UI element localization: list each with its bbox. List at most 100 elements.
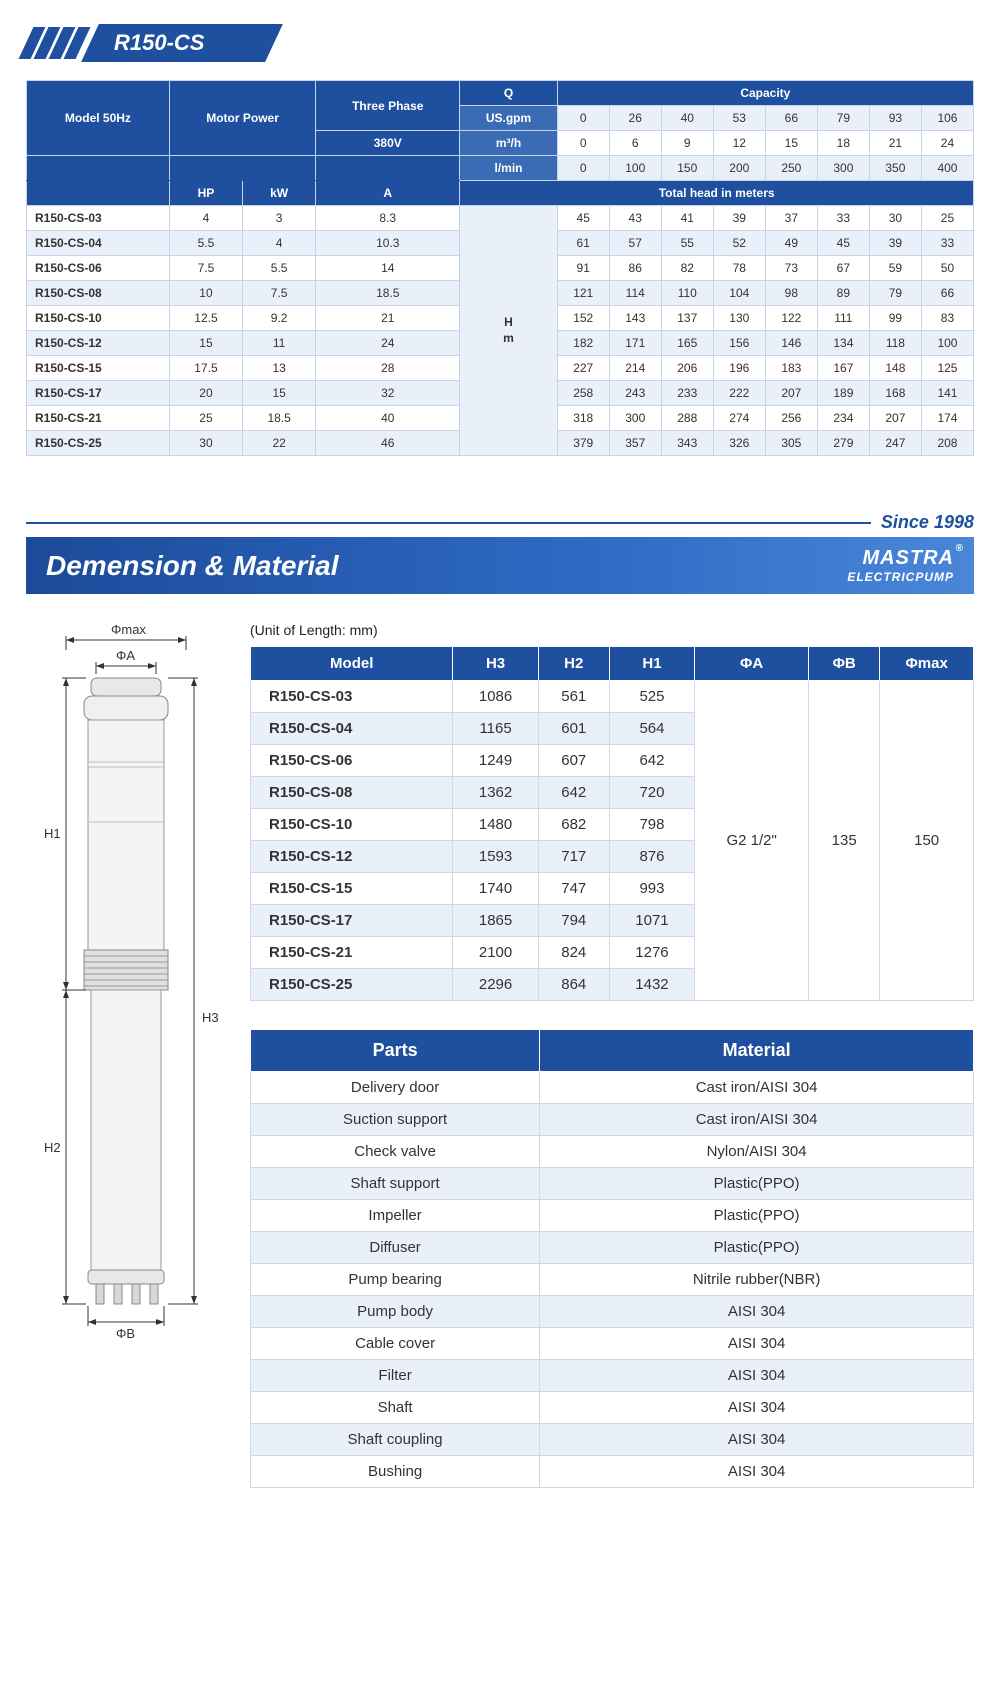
head-cell: 45: [817, 231, 869, 256]
spec-cell: 30: [169, 431, 242, 456]
mat-row: BushingAISI 304: [251, 1456, 974, 1488]
dim-header: Model: [251, 647, 453, 681]
dim-cell: 1086: [453, 681, 538, 713]
mat-row: Check valveNylon/AISI 304: [251, 1136, 974, 1168]
head-cell: 300: [609, 406, 661, 431]
spec-cell: 25: [169, 406, 242, 431]
spec-table-body: R150-CS-03438.3Hm4543413937333025R150-CS…: [27, 206, 974, 456]
head-cell: 110: [661, 281, 713, 306]
dim-model: R150-CS-06: [251, 745, 453, 777]
cap-lmin-2: 150: [661, 156, 713, 181]
head-cell: 99: [869, 306, 921, 331]
mat-material: Plastic(PPO): [540, 1232, 974, 1264]
head-cell: 148: [869, 356, 921, 381]
cap-lmin-1: 100: [609, 156, 661, 181]
cap-usgpm-0: 0: [557, 106, 609, 131]
head-cell: 111: [817, 306, 869, 331]
head-cell: 73: [765, 256, 817, 281]
mat-material: Cast iron/AISI 304: [540, 1104, 974, 1136]
mat-row: Shaft couplingAISI 304: [251, 1424, 974, 1456]
spec-cell: 4: [169, 206, 242, 231]
dim-header: ΦA: [695, 647, 809, 681]
section-title: Demension & Material: [46, 550, 339, 582]
head-cell: 137: [661, 306, 713, 331]
head-cell: 67: [817, 256, 869, 281]
dim-body: R150-CS-031086561525G2 1/2"135150R150-CS…: [251, 681, 974, 1001]
dim-cell: 717: [538, 841, 609, 873]
dim-model: R150-CS-21: [251, 937, 453, 969]
head-cell: 279: [817, 431, 869, 456]
head-cell: 326: [713, 431, 765, 456]
head-cell: 37: [765, 206, 817, 231]
head-cell: 146: [765, 331, 817, 356]
q-unit-2: l/min: [460, 156, 557, 181]
dim-cell: 1071: [609, 905, 694, 937]
spec-cell: 32: [316, 381, 460, 406]
dim-model: R150-CS-04: [251, 713, 453, 745]
label-h2: H2: [44, 1140, 61, 1155]
head-cell: 156: [713, 331, 765, 356]
dim-cell: 564: [609, 713, 694, 745]
header-total-head: Total head in meters: [460, 181, 974, 206]
head-cell: 82: [661, 256, 713, 281]
cap-lmin-row: l/min0100150200250300350400: [27, 156, 974, 181]
dim-model: R150-CS-08: [251, 777, 453, 809]
dim-header: Φmax: [880, 647, 974, 681]
mat-material: AISI 304: [540, 1456, 974, 1488]
spec-cell: 40: [316, 406, 460, 431]
dim-cell: 993: [609, 873, 694, 905]
spec-cell: 18.5: [316, 281, 460, 306]
q-unit-1: m³/h: [460, 131, 557, 156]
dim-cell: 1249: [453, 745, 538, 777]
spec-model: R150-CS-21: [27, 406, 170, 431]
head-cell: 305: [765, 431, 817, 456]
head-cell: 227: [557, 356, 609, 381]
dim-model: R150-CS-03: [251, 681, 453, 713]
cap-m3h-1: 6: [609, 131, 661, 156]
head-cell: 234: [817, 406, 869, 431]
head-cell: 343: [661, 431, 713, 456]
head-cell: 243: [609, 381, 661, 406]
since-line: [26, 522, 871, 524]
spec-cell: 7.5: [243, 281, 316, 306]
cap-lmin-7: 400: [921, 156, 973, 181]
head-cell: 274: [713, 406, 765, 431]
head-cell: 288: [661, 406, 713, 431]
head-cell: 379: [557, 431, 609, 456]
pump-diagram: Φmax ΦA: [26, 622, 226, 1488]
head-cell: 39: [713, 206, 765, 231]
mat-part: Shaft: [251, 1392, 540, 1424]
cap-lmin-6: 350: [869, 156, 921, 181]
dim-header: H2: [538, 647, 609, 681]
subhdr-hp: HP: [169, 181, 242, 206]
head-cell: 183: [765, 356, 817, 381]
mat-part: Cable cover: [251, 1328, 540, 1360]
pump-svg: Φmax ΦA: [26, 622, 226, 1342]
head-cell: 79: [869, 281, 921, 306]
cap-m3h-5: 18: [817, 131, 869, 156]
spec-model: R150-CS-03: [27, 206, 170, 231]
head-cell: 25: [921, 206, 973, 231]
dim-cell: 824: [538, 937, 609, 969]
head-cell: 207: [765, 381, 817, 406]
spec-cell: 15: [169, 331, 242, 356]
blank-model-2: [27, 181, 170, 206]
header-q: Q: [460, 81, 557, 106]
head-cell: 50: [921, 256, 973, 281]
brand-name: MASTRA: [862, 547, 954, 569]
mat-material: AISI 304: [540, 1392, 974, 1424]
head-cell: 258: [557, 381, 609, 406]
cap-lmin-0: 0: [557, 156, 609, 181]
mat-part: Filter: [251, 1360, 540, 1392]
dim-cell: 561: [538, 681, 609, 713]
spec-cell: 10.3: [316, 231, 460, 256]
dimension-table: ModelH3H2H1ΦAΦBΦmax R150-CS-031086561525…: [250, 646, 974, 1001]
head-cell: 45: [557, 206, 609, 231]
head-cell: 130: [713, 306, 765, 331]
head-cell: 122: [765, 306, 817, 331]
head-cell: 57: [609, 231, 661, 256]
dim-row: R150-CS-031086561525G2 1/2"135150: [251, 681, 974, 713]
header-motor: Motor Power: [169, 81, 315, 156]
dim-cell: 607: [538, 745, 609, 777]
blank1: [27, 156, 170, 181]
